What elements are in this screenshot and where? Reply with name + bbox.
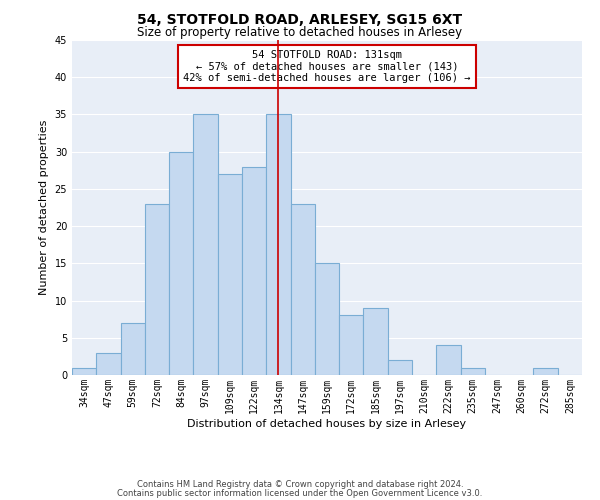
Text: Contains HM Land Registry data © Crown copyright and database right 2024.: Contains HM Land Registry data © Crown c… [137, 480, 463, 489]
Text: 54, STOTFOLD ROAD, ARLESEY, SG15 6XT: 54, STOTFOLD ROAD, ARLESEY, SG15 6XT [137, 12, 463, 26]
Bar [193, 114, 218, 375]
Bar [242, 166, 266, 375]
Bar [364, 308, 388, 375]
Bar [266, 114, 290, 375]
Bar [145, 204, 169, 375]
Bar [315, 264, 339, 375]
Bar [218, 174, 242, 375]
Bar [461, 368, 485, 375]
Bar [72, 368, 96, 375]
Bar [533, 368, 558, 375]
Bar [121, 323, 145, 375]
Bar [339, 316, 364, 375]
X-axis label: Distribution of detached houses by size in Arlesey: Distribution of detached houses by size … [187, 418, 467, 428]
Y-axis label: Number of detached properties: Number of detached properties [39, 120, 49, 295]
Text: Contains public sector information licensed under the Open Government Licence v3: Contains public sector information licen… [118, 488, 482, 498]
Text: 54 STOTFOLD ROAD: 131sqm
← 57% of detached houses are smaller (143)
42% of semi-: 54 STOTFOLD ROAD: 131sqm ← 57% of detach… [183, 50, 471, 83]
Text: Size of property relative to detached houses in Arlesey: Size of property relative to detached ho… [137, 26, 463, 39]
Bar [436, 345, 461, 375]
Bar [290, 204, 315, 375]
Bar [169, 152, 193, 375]
Bar [96, 352, 121, 375]
Bar [388, 360, 412, 375]
